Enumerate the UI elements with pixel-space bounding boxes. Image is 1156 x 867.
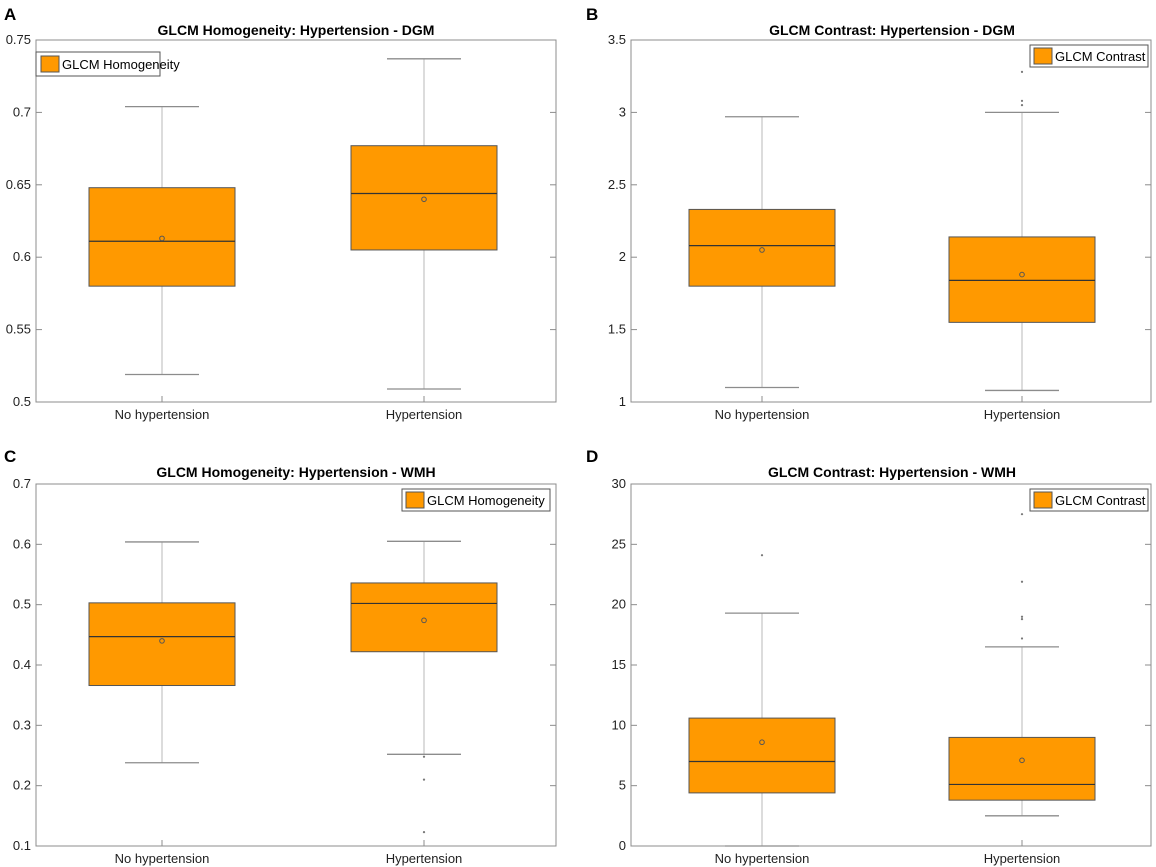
x-tick-label: No hypertension bbox=[115, 407, 210, 422]
legend-box bbox=[401, 488, 551, 512]
outlier-point bbox=[760, 554, 764, 557]
outlier-point bbox=[1020, 70, 1024, 73]
chart-title: GLCM Contrast: Hypertension - WMH bbox=[768, 464, 1016, 480]
legend-label: GLCM Contrast bbox=[1055, 493, 1146, 508]
iqr-box bbox=[948, 236, 1096, 323]
y-tick-label: 20 bbox=[612, 597, 626, 612]
iqr-box bbox=[688, 717, 836, 794]
iqr-box bbox=[948, 736, 1096, 801]
axes-frame bbox=[630, 39, 1152, 403]
y-tick-label: 1 bbox=[619, 394, 626, 409]
legend-label: GLCM Homogeneity bbox=[427, 493, 545, 508]
outlier-point bbox=[1020, 580, 1024, 583]
axes-frame bbox=[35, 483, 557, 847]
x-tick-label: Hypertension bbox=[984, 407, 1061, 422]
mean-marker bbox=[421, 196, 427, 203]
legend-swatch bbox=[1033, 47, 1053, 65]
mean-marker bbox=[159, 638, 165, 644]
x-tick-label: Hypertension bbox=[386, 407, 463, 422]
mean-marker bbox=[759, 247, 765, 253]
mean-marker bbox=[1019, 757, 1025, 764]
outlier-point bbox=[1020, 618, 1024, 621]
y-tick-label: 0.7 bbox=[13, 104, 31, 119]
iqr-box bbox=[88, 187, 236, 287]
legend-label: GLCM Homogeneity bbox=[62, 57, 180, 72]
outlier-point bbox=[1020, 104, 1024, 107]
legend: GLCM Contrast bbox=[1029, 44, 1149, 68]
outlier-point bbox=[422, 755, 426, 758]
x-tick-label: No hypertension bbox=[115, 851, 210, 866]
y-tick-label: 0.5 bbox=[13, 394, 31, 409]
x-tick-label: Hypertension bbox=[386, 851, 463, 866]
y-tick-label: 10 bbox=[612, 717, 626, 732]
legend-swatch bbox=[405, 491, 425, 509]
x-tick-label: No hypertension bbox=[715, 851, 810, 866]
x-tick-label: No hypertension bbox=[715, 407, 810, 422]
legend: GLCM Homogeneity bbox=[35, 51, 180, 77]
y-tick-label: 0.2 bbox=[13, 778, 31, 793]
panel-label-a: A bbox=[4, 5, 16, 24]
y-tick-label: 5 bbox=[619, 778, 626, 793]
outlier-point bbox=[1020, 637, 1024, 640]
y-tick-label: 0.5 bbox=[13, 597, 31, 612]
panel-label-b: B bbox=[586, 5, 598, 24]
y-tick-label: 0.55 bbox=[6, 322, 31, 337]
legend-swatch bbox=[1033, 491, 1053, 509]
x-tick-label: Hypertension bbox=[984, 851, 1061, 866]
mean-marker bbox=[759, 739, 765, 746]
legend-box bbox=[1029, 488, 1149, 512]
y-tick-label: 0.6 bbox=[13, 536, 31, 551]
legend: GLCM Contrast bbox=[1029, 488, 1149, 512]
axes-frame bbox=[630, 483, 1152, 847]
mean-marker bbox=[421, 617, 427, 624]
chart-title: GLCM Homogeneity: Hypertension - WMH bbox=[156, 464, 435, 480]
y-tick-label: 2.5 bbox=[608, 177, 626, 192]
chart-title: GLCM Homogeneity: Hypertension - DGM bbox=[158, 22, 435, 38]
legend-box bbox=[1029, 44, 1149, 68]
panel-b-contrast-dgm: B GLCM Contrast: Hypertension - DGM 1 1.5… bbox=[586, 5, 1152, 422]
y-tick-label: 30 bbox=[612, 476, 626, 491]
y-tick-label: 0 bbox=[619, 838, 626, 853]
y-tick-label: 2 bbox=[619, 249, 626, 264]
panel-d-contrast-wmh: D GLCM Contrast: Hypertension - WMH 0 5 10… bbox=[586, 447, 1152, 866]
y-tick-label: 15 bbox=[612, 657, 626, 672]
iqr-box bbox=[350, 145, 498, 251]
legend: GLCM Homogeneity bbox=[401, 488, 551, 512]
y-tick-label: 0.65 bbox=[6, 177, 31, 192]
iqr-box bbox=[350, 582, 498, 653]
legend-swatch bbox=[40, 55, 60, 73]
y-tick-label: 1.5 bbox=[608, 322, 626, 337]
y-tick-label: 25 bbox=[612, 536, 626, 551]
panel-a-homogeneity-dgm: A GLCM Homogeneity: Hypertension - DGM 0… bbox=[4, 5, 557, 422]
panel-label-c: C bbox=[4, 447, 16, 466]
chart-title: GLCM Contrast: Hypertension - DGM bbox=[769, 22, 1015, 38]
legend-label: GLCM Contrast bbox=[1055, 49, 1146, 64]
y-tick-label: 3.5 bbox=[608, 32, 626, 47]
iqr-box bbox=[88, 602, 236, 687]
outlier-point bbox=[1020, 615, 1024, 618]
panel-label-d: D bbox=[586, 447, 598, 466]
mean-marker bbox=[159, 235, 165, 242]
y-tick-label: 3 bbox=[619, 104, 626, 119]
y-tick-label: 0.6 bbox=[13, 249, 31, 264]
y-tick-label: 0.1 bbox=[13, 838, 31, 853]
panel-c-homogeneity-wmh: C GLCM Homogeneity: Hypertension - WMH 0… bbox=[4, 447, 557, 866]
axes-frame bbox=[35, 39, 557, 403]
outlier-point bbox=[1020, 99, 1024, 102]
outlier-point bbox=[422, 778, 426, 781]
y-tick-label: 0.3 bbox=[13, 717, 31, 732]
y-tick-label: 0.4 bbox=[13, 657, 31, 672]
outlier-point bbox=[1020, 513, 1024, 516]
mean-marker bbox=[1019, 271, 1025, 278]
outlier-point bbox=[422, 831, 426, 834]
y-tick-label: 0.7 bbox=[13, 476, 31, 491]
y-tick-label: 0.75 bbox=[6, 32, 31, 47]
